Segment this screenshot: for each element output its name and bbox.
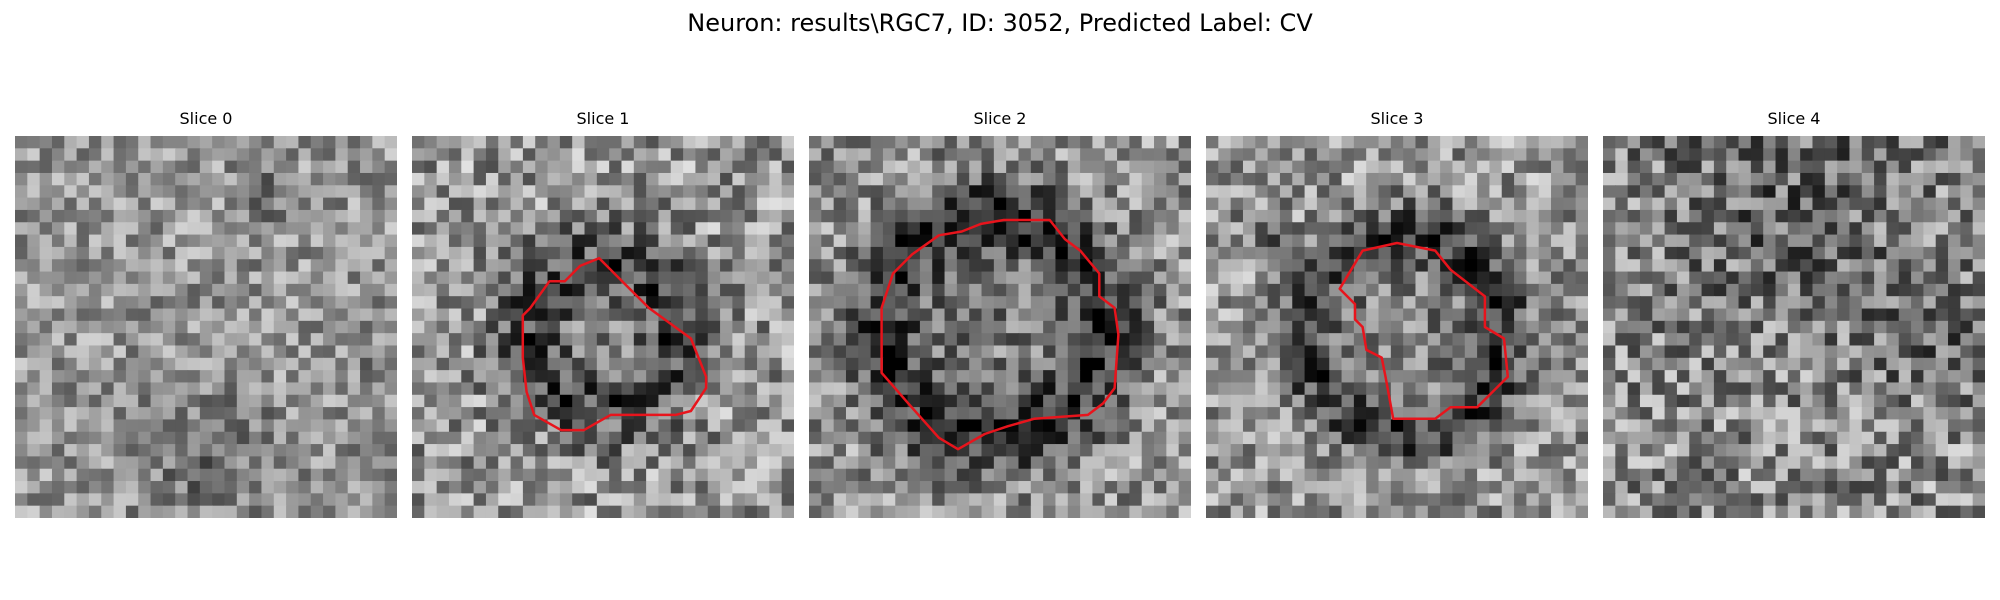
slice-title: Slice 0 [179,109,233,128]
slice-image-2 [809,136,1191,518]
slice-title: Slice 4 [1767,109,1821,128]
slice-panel-0: Slice 0 [15,108,397,518]
slice-panel-2: Slice 2 [809,108,1191,518]
slice-panel-4: Slice 4 [1603,108,1985,518]
figure-title: Neuron: results\RGC7, ID: 3052, Predicte… [687,9,1313,37]
slice-image-1 [412,136,794,518]
segmentation-contour [1338,241,1510,420]
slice-image-0 [15,136,397,518]
slice-title: Slice 1 [576,109,630,128]
segmentation-contour [521,256,708,432]
slice-panel-1: Slice 1 [412,108,794,518]
slice-title: Slice 3 [1370,109,1424,128]
slice-panel-3: Slice 3 [1206,108,1588,518]
slice-title: Slice 2 [973,109,1027,128]
slice-image-4 [1603,136,1985,518]
segmentation-contour [880,218,1120,451]
slice-image-3 [1206,136,1588,518]
